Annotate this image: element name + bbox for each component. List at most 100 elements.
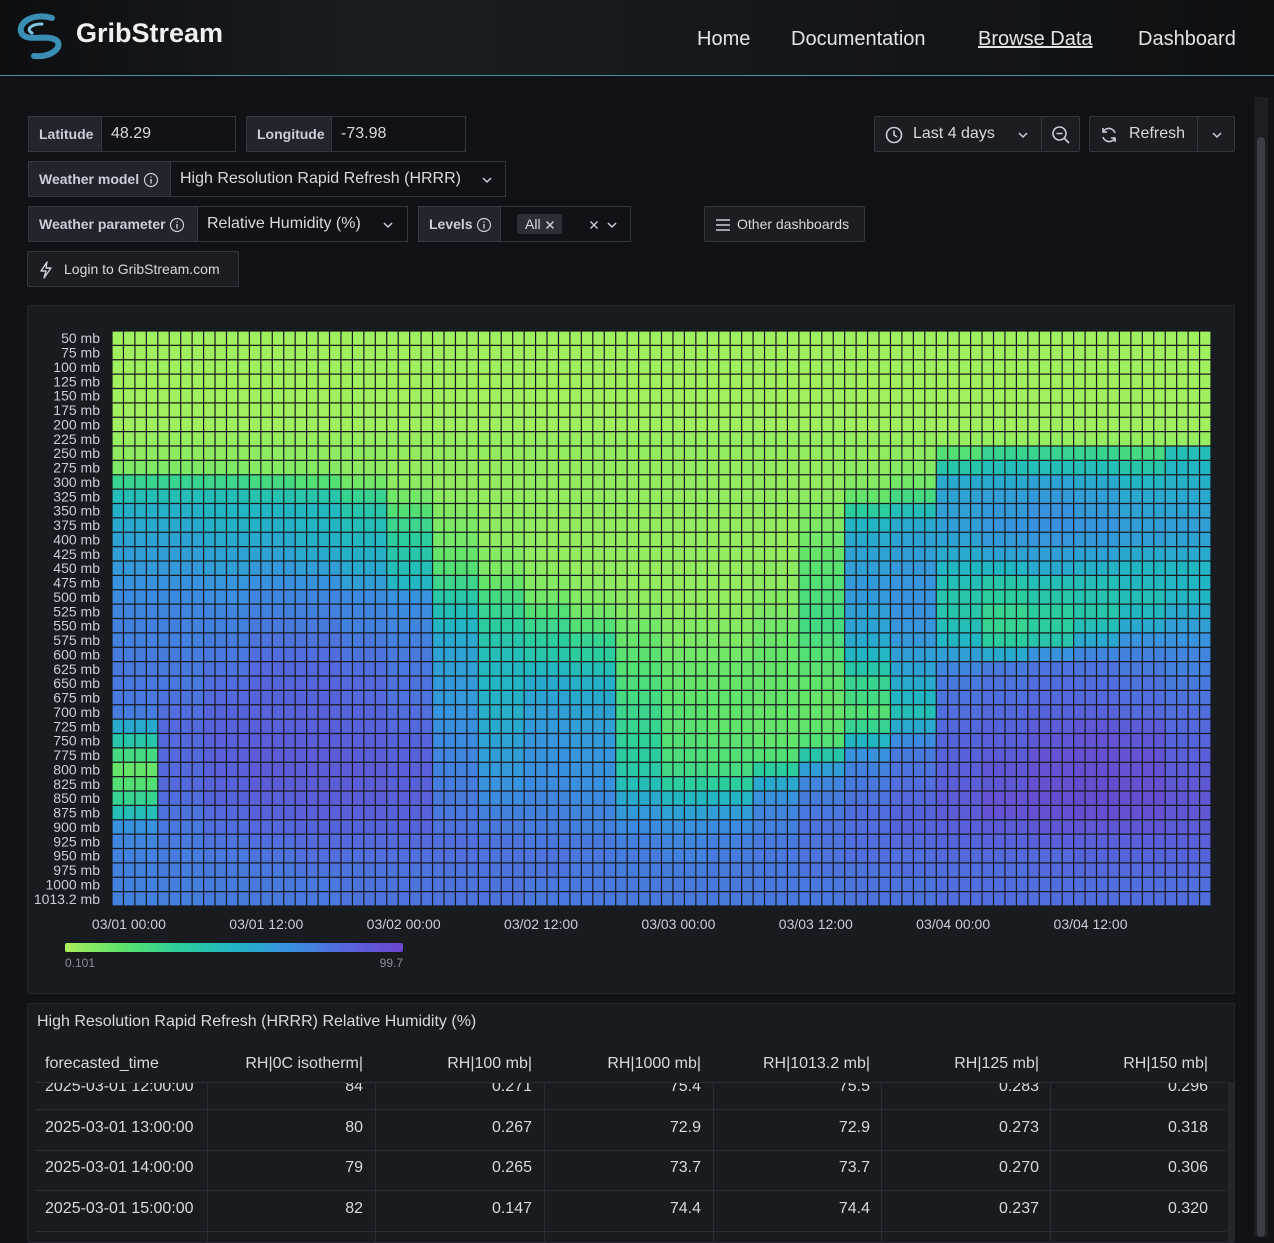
column-header: forecasted_time: [45, 1055, 159, 1072]
y-tick-label: 550 mb: [53, 618, 100, 634]
menu-icon: [716, 219, 730, 231]
info-icon: [477, 218, 492, 233]
model-label-text: Weather model: [39, 171, 140, 187]
row-divider: [36, 1109, 1226, 1110]
refresh-interval[interactable]: [1197, 116, 1235, 152]
y-tick-label: 975 mb: [53, 862, 100, 878]
zoom-out-button[interactable]: [1041, 116, 1080, 152]
info-icon: [143, 173, 159, 188]
remove-icon[interactable]: [544, 219, 556, 231]
latitude-input[interactable]: 48.29: [101, 116, 236, 152]
row-divider: [36, 1230, 1226, 1232]
chevron: [1212, 132, 1222, 139]
y-tick-label: 950 mb: [53, 848, 100, 864]
logo[interactable]: [12, 10, 70, 60]
table-cell: 74.4: [669, 1199, 701, 1217]
parameter-select[interactable]: Relative Humidity (%): [197, 206, 408, 242]
y-tick-label: 625 mb: [53, 661, 100, 677]
y-tick-label: 175 mb: [53, 402, 100, 418]
levels-chip[interactable]: All: [517, 214, 563, 234]
y-tick-label: 725 mb: [53, 718, 100, 734]
column-divider: [207, 1082, 208, 1242]
other-dashboards-button[interactable]: Other dashboards: [704, 206, 865, 242]
y-tick-label: 650 mb: [53, 675, 100, 691]
nav-link[interactable]: Documentation: [791, 28, 926, 50]
x-tick-label: 03/04 12:00: [1054, 916, 1128, 932]
nav-link[interactable]: Browse Data: [978, 28, 1093, 50]
column-header: RH|0C isotherm|: [245, 1055, 363, 1072]
refresh-icon: [1102, 127, 1116, 143]
column-divider: [1050, 1082, 1051, 1242]
table-cell: 73.7: [838, 1159, 870, 1177]
top-bar: GribStream Home Documentation Browse Dat…: [0, 0, 1274, 76]
chevron: [482, 177, 492, 184]
y-tick-label: 150 mb: [53, 388, 100, 404]
y-tick-label: 500 mb: [53, 589, 100, 605]
y-tick-label: 600 mb: [53, 646, 100, 662]
y-tick-label: 525 mb: [53, 603, 100, 619]
table-cell: 0.320: [1167, 1199, 1208, 1217]
time-range: Last 4 days: [913, 125, 995, 142]
latitude-label: Latitude: [28, 116, 102, 152]
chevron: [1018, 132, 1028, 139]
scrollbar[interactable]: [1254, 97, 1268, 1237]
longitude-input[interactable]: -73.98: [331, 116, 466, 152]
table-cell: 72.9: [838, 1118, 870, 1136]
column-divider: [881, 1082, 882, 1242]
levels-value: All: [525, 216, 541, 232]
model-select[interactable]: High Resolution Rapid Refresh (HRRR): [170, 161, 506, 197]
table-cell: 0.273: [998, 1118, 1039, 1136]
table-cell: 0.267: [491, 1118, 532, 1136]
nav-link[interactable]: Home: [697, 28, 751, 50]
x-tick-label: 03/03 12:00: [779, 916, 853, 932]
table-cell: 0.237: [998, 1199, 1039, 1217]
table-cell: 2025-03-01 15:00:00: [45, 1199, 194, 1217]
levels-label-text: Levels: [429, 216, 473, 232]
y-tick-label: 100 mb: [53, 359, 100, 375]
column-header: RH|1013.2 mb|: [762, 1055, 870, 1072]
chevron: [383, 222, 393, 229]
x-tick-label: 03/04 00:00: [916, 916, 990, 932]
refresh-button[interactable]: Refresh: [1089, 116, 1198, 152]
login-button[interactable]: Login to GribStream.com: [27, 251, 239, 287]
table-header-bg: [36, 1044, 1226, 1083]
column-divider: [375, 1082, 376, 1242]
column-header: RH|1000 mb|: [607, 1055, 701, 1072]
nav-link[interactable]: Dashboard: [1138, 28, 1236, 50]
bolt-icon: [40, 261, 52, 279]
brand[interactable]: GribStream: [76, 18, 224, 48]
y-tick-label: 475 mb: [53, 575, 100, 591]
row-divider: [36, 1149, 1226, 1151]
y-tick-label: 350 mb: [53, 503, 100, 519]
table-cell: 74.4: [838, 1199, 870, 1217]
y-tick-label: 450 mb: [53, 560, 100, 576]
chevron: [607, 222, 617, 229]
time-range-picker[interactable]: Last 4 days: [874, 116, 1042, 152]
column-header: RH|100 mb|: [447, 1055, 532, 1072]
table-cell: 2025-03-01 13:00:00: [45, 1118, 194, 1136]
y-tick-label: 825 mb: [53, 776, 100, 792]
longitude-label: Longitude: [246, 116, 332, 152]
clear-icon[interactable]: [588, 219, 600, 231]
y-tick-label: 675 mb: [53, 690, 100, 706]
other-dashboards-text: Other dashboards: [737, 216, 850, 232]
table-cell: 0.318: [1167, 1118, 1208, 1136]
y-tick-label: 250 mb: [53, 445, 100, 461]
table-cell: 73.7: [669, 1159, 701, 1177]
y-tick-label: 900 mb: [53, 819, 100, 835]
x-tick-label: 03/02 00:00: [367, 916, 441, 932]
refresh-text: Refresh: [1129, 125, 1186, 142]
y-tick-label: 875 mb: [53, 805, 100, 821]
levels-label: Levels: [418, 206, 501, 242]
row-divider: [36, 1190, 1226, 1192]
color-scale-max: 99.7: [380, 956, 404, 970]
levels-select[interactable]: All: [500, 206, 631, 242]
color-scale: [65, 943, 403, 952]
table-cell: 79: [345, 1159, 363, 1177]
table-cell: 2025-03-01 14:00:00: [45, 1159, 194, 1177]
y-tick-label: 850 mb: [53, 790, 100, 806]
table-cell: 0.147: [491, 1199, 532, 1217]
y-tick-label: 425 mb: [53, 546, 100, 562]
clock-icon: [885, 126, 903, 144]
